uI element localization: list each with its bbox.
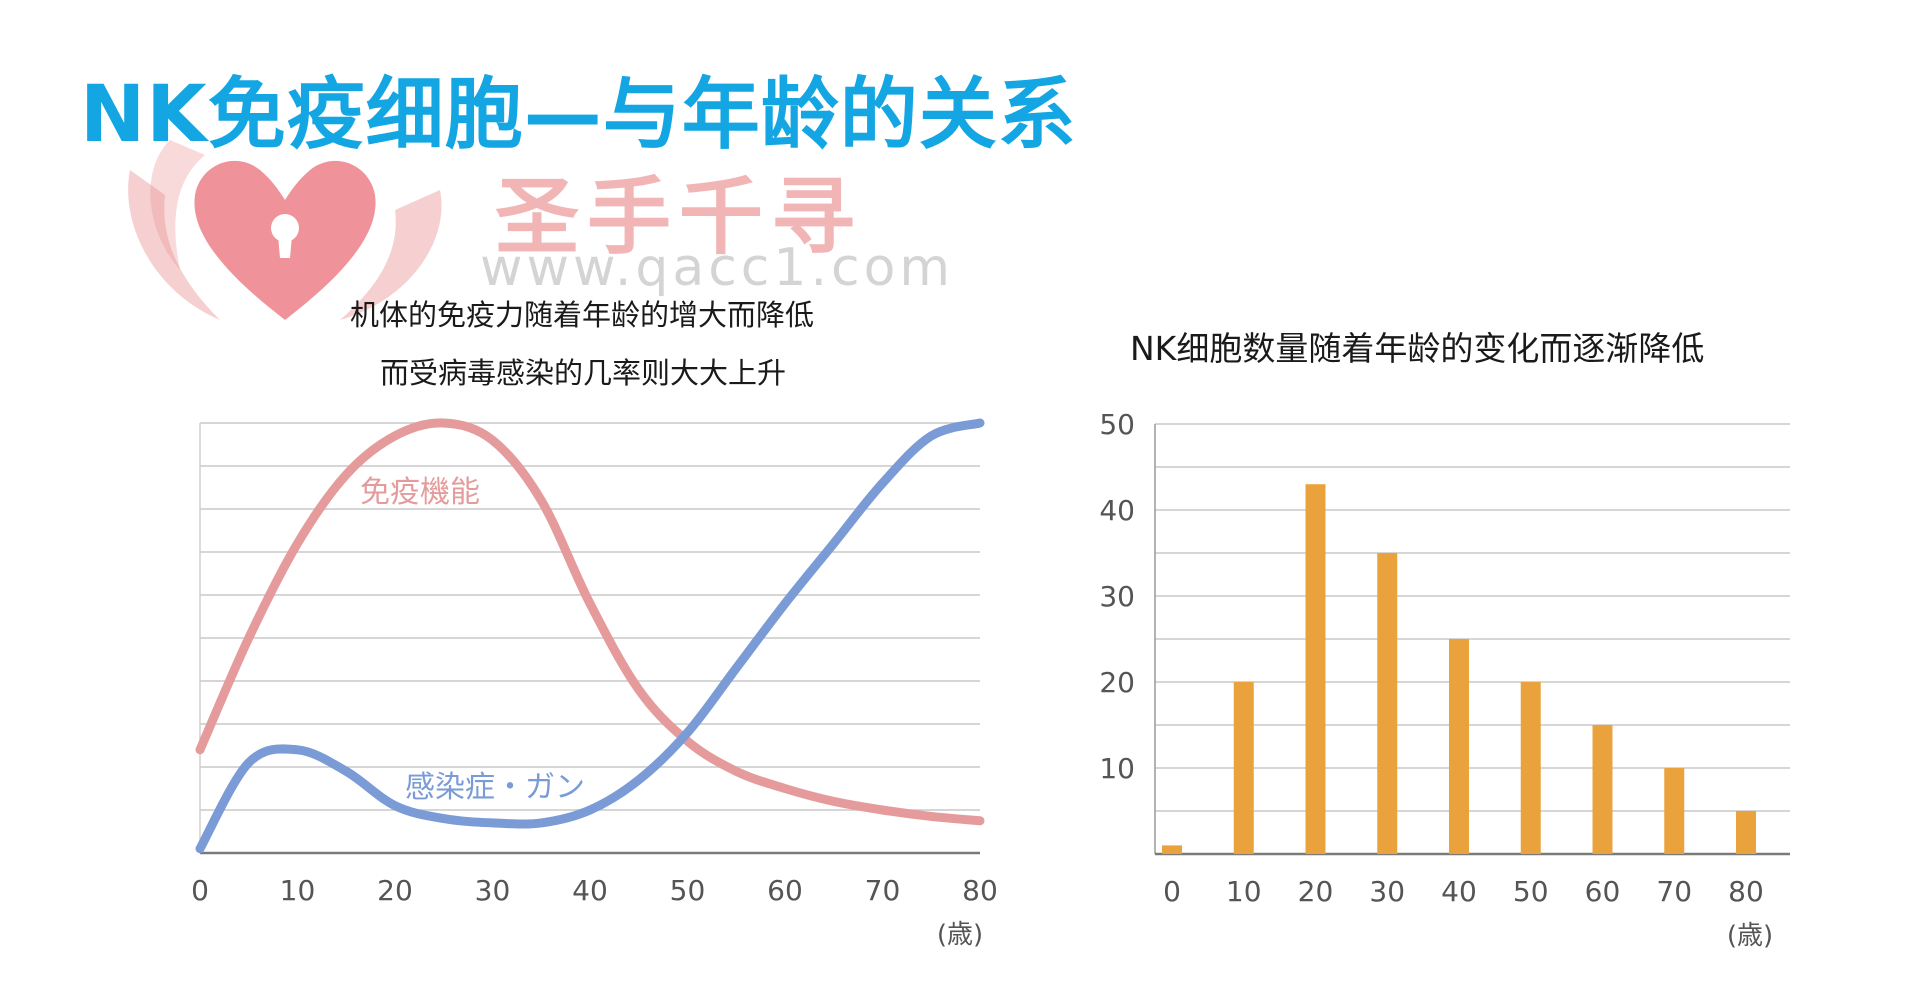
- x-tick-label: 60: [767, 874, 803, 907]
- x-tick-label: 40: [1441, 875, 1477, 908]
- bar: [1736, 811, 1756, 854]
- x-tick-label: 30: [1369, 875, 1405, 908]
- bar: [1592, 725, 1613, 854]
- bar: [1520, 682, 1541, 854]
- x-tick-label: 20: [377, 874, 413, 907]
- x-tick-label: 0: [1163, 875, 1181, 908]
- x-tick-label: 60: [1585, 875, 1621, 908]
- x-tick-label: 10: [280, 874, 316, 907]
- bar: [1162, 845, 1182, 854]
- bar: [1233, 682, 1254, 854]
- x-tick-label: 0: [191, 874, 209, 907]
- page-title: NK免疫细胞—与年龄的关系: [80, 70, 1077, 160]
- x-tick-label: 50: [1513, 875, 1549, 908]
- bar: [1664, 768, 1685, 854]
- immune-function-line: [195, 418, 985, 826]
- x-tick-label: 70: [865, 874, 901, 907]
- y-tick-label: 10: [1099, 752, 1135, 785]
- line-chart-subtitle-2: 而受病毒感染的几率则大大上升: [380, 356, 787, 390]
- infection-cancer-label: 感染症・ガン: [405, 770, 585, 805]
- bar: [1449, 639, 1469, 854]
- x-tick-label: 80: [962, 874, 998, 907]
- y-tick-label: 20: [1099, 666, 1135, 699]
- x-tick-label: 80: [1728, 875, 1764, 908]
- line-chart-subtitle-1: 机体的免疫力随着年龄的增大而降低: [350, 298, 815, 332]
- heart-lock-hands-icon: [128, 140, 442, 320]
- watermark-url: www.qacc1.com: [480, 238, 955, 298]
- x-tick-label: 50: [670, 874, 706, 907]
- y-tick-label: 50: [1099, 408, 1135, 441]
- x-unit-label: (歳): [937, 920, 983, 950]
- bar: [1377, 553, 1398, 854]
- infection-cancer-line: [195, 418, 985, 854]
- x-unit-label: (歳): [1727, 921, 1773, 951]
- watermark-brand: 圣手千寻: [495, 168, 864, 266]
- x-tick-label: 10: [1226, 875, 1262, 908]
- immune-function-label: 免疫機能: [360, 475, 480, 510]
- y-tick-label: 30: [1099, 580, 1135, 613]
- x-tick-label: 40: [572, 874, 608, 907]
- x-tick-label: 30: [475, 874, 511, 907]
- x-tick-label: 70: [1656, 875, 1692, 908]
- x-tick-label: 20: [1298, 875, 1334, 908]
- bar: [1305, 484, 1326, 854]
- y-tick-label: 40: [1099, 494, 1135, 527]
- bar-chart-title: NK细胞数量随着年龄的变化而逐渐降低: [1130, 329, 1705, 368]
